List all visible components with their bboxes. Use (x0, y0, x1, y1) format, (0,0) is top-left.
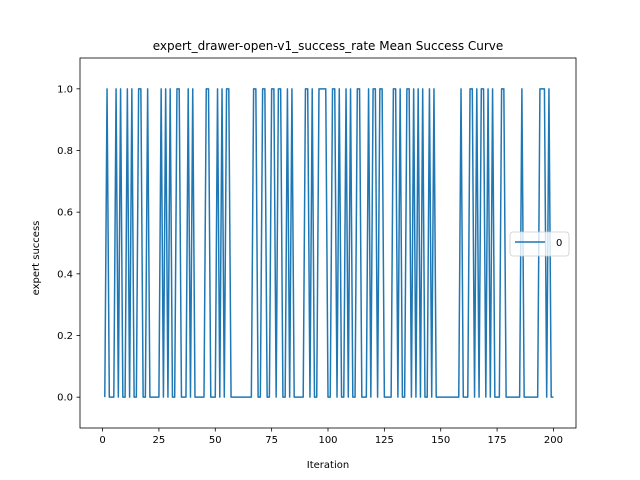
y-tick-label: 0.8 (57, 146, 73, 157)
y-tick-label: 0.0 (57, 393, 73, 404)
x-tick-label: 50 (209, 435, 222, 446)
y-axis: 0.0 0.2 0.4 0.6 0.8 1.0 (57, 84, 80, 404)
x-axis-label: Iteration (307, 460, 349, 471)
x-tick-label: 175 (488, 435, 507, 446)
x-axis: 0 25 50 75 100 125 150 175 200 (99, 428, 563, 446)
y-tick-label: 0.4 (57, 269, 73, 280)
x-tick-label: 75 (265, 435, 278, 446)
x-tick-label: 100 (318, 435, 337, 446)
series-line (104, 88, 554, 398)
y-tick-label: 0.6 (57, 208, 73, 219)
x-tick-label: 0 (99, 435, 105, 446)
y-tick-label: 0.2 (57, 331, 73, 342)
y-tick-label: 1.0 (57, 84, 73, 95)
series-layer (104, 88, 554, 398)
chart-title: expert_drawer-open-v1_success_rate Mean … (153, 39, 504, 53)
legend: 0 (509, 231, 570, 257)
legend-box (509, 231, 570, 257)
x-tick-label: 150 (431, 435, 450, 446)
x-tick-label: 25 (153, 435, 166, 446)
x-tick-label: 125 (375, 435, 394, 446)
legend-label: 0 (556, 238, 562, 249)
x-tick-label: 200 (544, 435, 563, 446)
plot-area: 0 25 50 75 100 125 150 175 200 0.0 0.2 0.4 0.6 0.8 1.… (57, 57, 577, 446)
y-axis-label: expert success (31, 221, 42, 296)
